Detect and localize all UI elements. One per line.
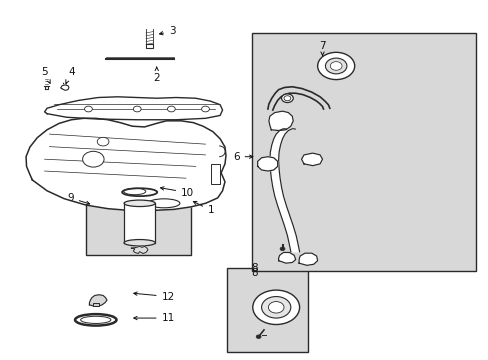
Circle shape <box>281 94 293 103</box>
Bar <box>124 203 155 243</box>
Circle shape <box>268 302 284 313</box>
Circle shape <box>133 106 141 112</box>
Polygon shape <box>44 97 222 120</box>
Text: 8: 8 <box>250 268 257 278</box>
Polygon shape <box>131 246 148 253</box>
Circle shape <box>201 106 209 112</box>
Text: 11: 11 <box>134 313 175 323</box>
Ellipse shape <box>148 199 180 208</box>
Circle shape <box>284 96 290 101</box>
Polygon shape <box>61 85 69 90</box>
Circle shape <box>97 137 109 146</box>
Polygon shape <box>26 118 225 211</box>
Text: 8: 8 <box>250 263 257 273</box>
Bar <box>227 268 307 352</box>
Polygon shape <box>268 111 293 131</box>
Text: 7: 7 <box>319 41 325 56</box>
Ellipse shape <box>123 188 145 195</box>
Text: 4: 4 <box>66 67 75 84</box>
Text: 9: 9 <box>67 193 89 204</box>
Circle shape <box>330 62 341 70</box>
Circle shape <box>84 106 92 112</box>
Text: 12: 12 <box>134 292 175 302</box>
Circle shape <box>167 106 175 112</box>
Polygon shape <box>44 86 48 89</box>
Bar <box>146 44 153 48</box>
Ellipse shape <box>124 239 155 246</box>
Circle shape <box>261 297 290 318</box>
Circle shape <box>256 335 261 338</box>
Bar <box>211 164 220 184</box>
Text: 5: 5 <box>41 67 50 84</box>
Polygon shape <box>269 129 299 252</box>
Circle shape <box>325 58 346 74</box>
Bar <box>93 303 99 306</box>
Text: 2: 2 <box>153 67 160 83</box>
Polygon shape <box>299 253 317 265</box>
Polygon shape <box>301 153 322 166</box>
Polygon shape <box>278 252 295 263</box>
Circle shape <box>252 290 299 324</box>
Bar <box>251 33 475 271</box>
Circle shape <box>280 247 285 251</box>
Polygon shape <box>257 157 277 171</box>
Circle shape <box>82 151 104 167</box>
Text: 1: 1 <box>193 202 214 216</box>
Circle shape <box>317 52 354 80</box>
Bar <box>86 175 190 255</box>
Text: 3: 3 <box>159 26 175 36</box>
Text: 6: 6 <box>232 152 252 162</box>
Ellipse shape <box>124 200 155 207</box>
Text: 10: 10 <box>160 187 194 198</box>
Polygon shape <box>89 295 107 306</box>
